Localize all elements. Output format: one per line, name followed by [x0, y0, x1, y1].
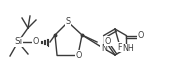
Text: S: S [65, 17, 71, 26]
Text: O: O [76, 50, 82, 59]
Text: N: N [101, 44, 107, 53]
Text: NH: NH [122, 44, 134, 53]
Text: F: F [117, 43, 121, 51]
Text: O: O [137, 31, 143, 40]
Text: Si: Si [14, 37, 22, 47]
Text: O: O [105, 37, 111, 46]
Text: O: O [33, 37, 39, 47]
